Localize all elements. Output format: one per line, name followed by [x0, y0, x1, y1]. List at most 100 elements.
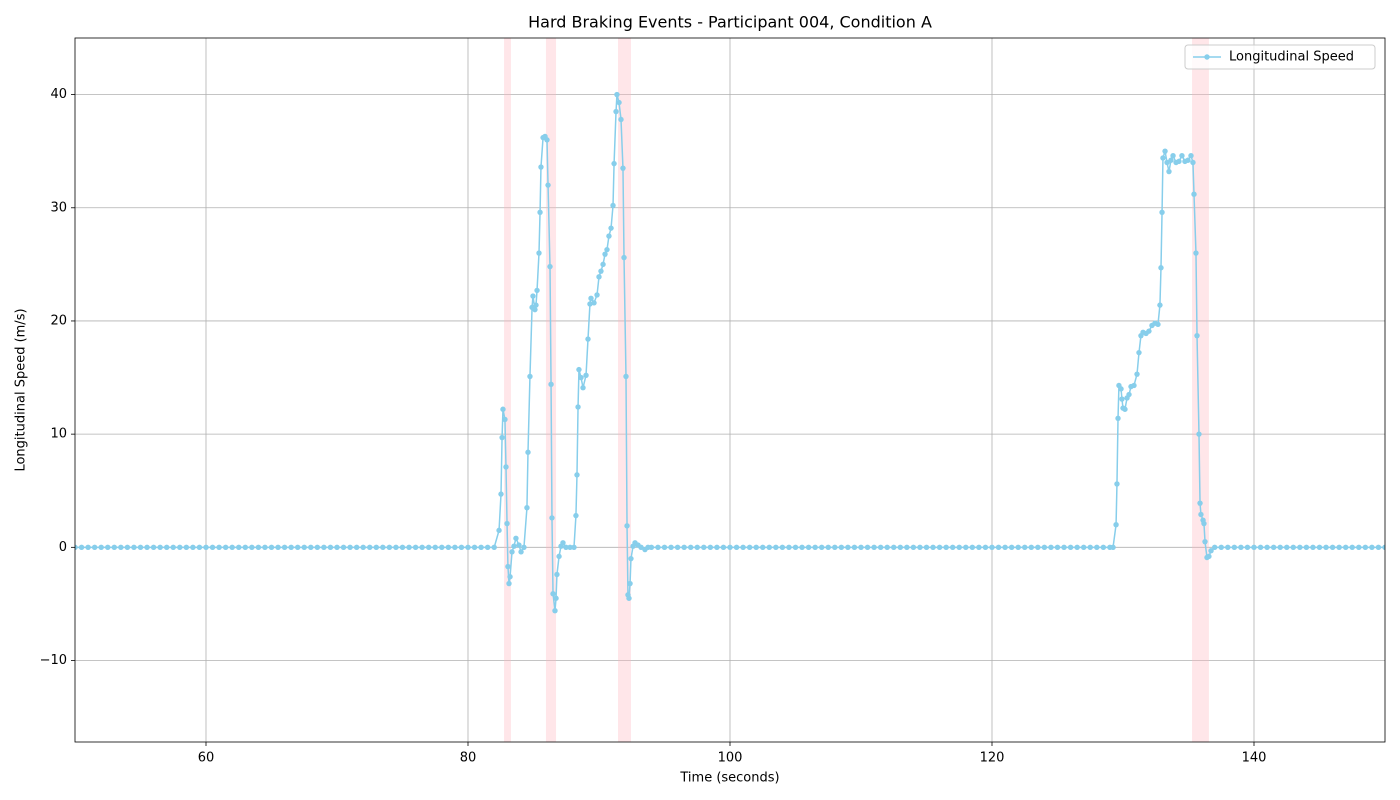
data-point — [648, 544, 655, 551]
data-point — [465, 544, 471, 551]
data-point — [923, 544, 930, 551]
y-tick-label: 20 — [50, 313, 67, 328]
data-point — [1157, 302, 1163, 308]
data-point — [578, 374, 584, 381]
data-point — [209, 544, 216, 551]
data-point — [222, 544, 229, 551]
data-point — [118, 544, 124, 551]
data-point — [624, 523, 630, 529]
data-point — [616, 99, 622, 106]
data-point — [1316, 544, 1323, 551]
data-point — [340, 544, 347, 551]
y-tick-label: −10 — [40, 653, 67, 668]
data-point — [594, 292, 600, 298]
data-point — [638, 544, 644, 551]
data-point — [1238, 544, 1244, 551]
data-point — [943, 544, 949, 551]
data-point — [583, 372, 589, 378]
data-point — [1257, 544, 1264, 551]
data-point — [1002, 544, 1008, 551]
data-point — [1264, 544, 1270, 551]
data-point — [203, 544, 209, 551]
data-point — [373, 544, 379, 551]
data-point — [1035, 544, 1041, 551]
data-point — [989, 544, 995, 551]
data-point — [864, 544, 871, 551]
data-point — [1134, 371, 1140, 377]
data-point — [976, 544, 982, 551]
data-point — [500, 406, 506, 412]
data-point — [484, 544, 491, 551]
y-tick-label: 0 — [59, 540, 67, 555]
data-point — [1015, 544, 1021, 551]
data-point — [587, 301, 593, 307]
data-point — [1231, 544, 1238, 551]
data-point — [904, 544, 910, 551]
data-point — [1218, 544, 1224, 551]
data-point — [591, 300, 597, 306]
braking-event-region — [504, 38, 511, 742]
data-point — [1094, 544, 1100, 551]
data-point — [588, 295, 594, 302]
data-point — [275, 544, 281, 551]
data-point — [1197, 500, 1203, 506]
data-point — [1277, 544, 1283, 551]
data-point — [760, 544, 766, 551]
data-point — [884, 544, 890, 551]
data-point — [281, 544, 288, 551]
data-point — [236, 544, 242, 551]
data-point — [498, 491, 504, 497]
data-point — [1193, 250, 1199, 256]
data-point — [1194, 332, 1200, 339]
data-point — [1290, 544, 1297, 551]
data-point — [1375, 544, 1382, 551]
data-point — [533, 302, 539, 308]
data-point — [1087, 544, 1093, 551]
data-point — [491, 544, 497, 551]
data-point — [1191, 191, 1197, 197]
data-point — [1048, 544, 1054, 551]
data-point — [406, 544, 412, 551]
data-point — [1208, 548, 1214, 554]
data-point — [380, 544, 386, 551]
data-point — [295, 544, 301, 551]
data-point — [521, 544, 527, 551]
data-point — [1146, 328, 1152, 334]
data-point — [111, 544, 118, 551]
data-point — [1202, 538, 1208, 545]
data-point — [150, 544, 157, 551]
data-point — [516, 542, 522, 548]
data-point — [1362, 544, 1369, 551]
data-point — [507, 574, 513, 580]
data-point — [1126, 391, 1132, 398]
data-point — [1176, 158, 1182, 165]
data-point — [995, 544, 1002, 551]
data-point — [544, 137, 550, 143]
data-point — [661, 544, 668, 551]
data-point — [91, 544, 98, 551]
data-point — [1114, 481, 1120, 487]
data-point — [1323, 544, 1329, 551]
data-point — [1284, 544, 1290, 551]
y-tick-label: 40 — [50, 87, 67, 102]
data-point — [137, 544, 144, 551]
data-point — [805, 544, 812, 551]
data-point — [733, 544, 740, 551]
data-point — [545, 182, 551, 188]
data-point — [1113, 521, 1119, 528]
data-point — [1188, 153, 1194, 159]
data-point — [399, 544, 406, 551]
data-point — [471, 544, 478, 551]
data-point — [600, 261, 606, 268]
data-point — [552, 608, 558, 614]
data-point — [393, 544, 399, 551]
data-point — [1343, 544, 1349, 551]
data-point — [573, 512, 579, 519]
data-point — [532, 306, 538, 313]
data-point — [727, 544, 733, 551]
data-point — [75, 544, 78, 551]
data-point — [1244, 544, 1251, 551]
data-point — [1081, 544, 1087, 551]
data-point — [1136, 349, 1142, 356]
